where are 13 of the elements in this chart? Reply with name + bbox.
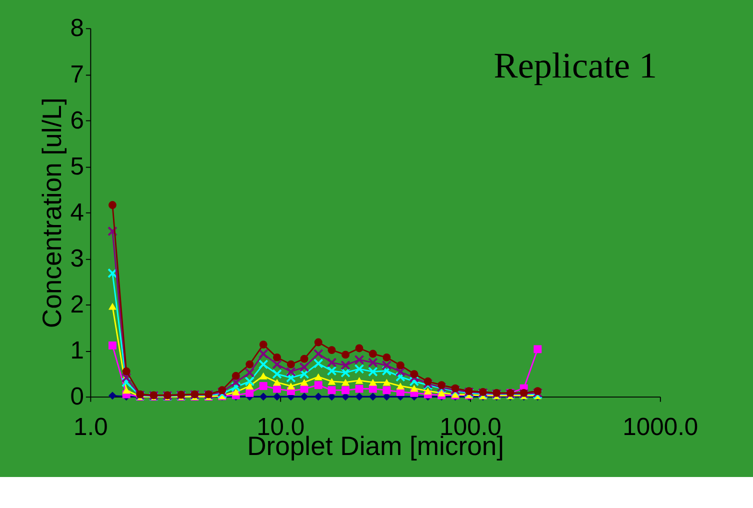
y-tick-label: 0 (70, 384, 84, 411)
y-tick-label: 5 (70, 153, 84, 180)
y-tick-label: 2 (70, 292, 84, 319)
y-tick-label: 4 (70, 199, 84, 226)
y-tick-label: 6 (70, 107, 84, 134)
annotation: Replicate 1 (494, 46, 658, 86)
y-axis-title: Concentration [ul/L] (36, 98, 67, 328)
y-tick-label: 1 (70, 338, 84, 365)
y-tick-label: 3 (70, 246, 84, 273)
x-tick-label: 1.0 (74, 414, 108, 442)
y-tick-label: 8 (70, 15, 84, 42)
x-tick-label: 1000.0 (622, 414, 698, 442)
y-tick-label: 7 (70, 61, 84, 88)
